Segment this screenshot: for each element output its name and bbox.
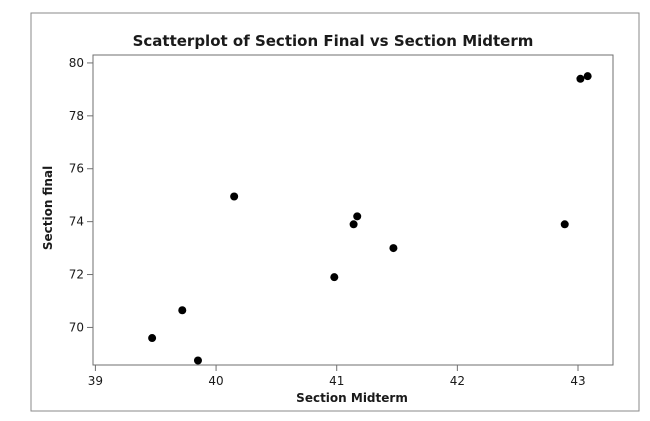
x-tick-label: 39 xyxy=(88,374,103,388)
data-point xyxy=(230,192,239,201)
data-point xyxy=(576,74,585,83)
data-point xyxy=(330,273,339,282)
data-point xyxy=(560,220,569,229)
x-tick-label: 41 xyxy=(329,374,344,388)
data-point xyxy=(389,244,398,253)
data-point xyxy=(583,72,592,81)
data-point xyxy=(178,306,187,315)
data-point xyxy=(349,220,358,229)
plot-frame xyxy=(92,54,614,366)
x-tick-label: 40 xyxy=(208,374,223,388)
data-point xyxy=(148,334,157,343)
y-tick-label: 78 xyxy=(69,109,84,123)
y-axis-ticks: 70 72 74 76 78 80 xyxy=(69,56,93,334)
y-tick-label: 80 xyxy=(69,56,84,70)
y-tick-label: 76 xyxy=(69,162,84,176)
x-tick-label: 43 xyxy=(570,374,585,388)
y-tick-label: 72 xyxy=(69,268,84,282)
data-point xyxy=(193,356,202,365)
y-tick-label: 74 xyxy=(69,215,84,229)
y-tick-label: 70 xyxy=(69,320,84,334)
plot-area: 39 40 41 42 43 70 72 74 76 78 80 xyxy=(69,54,614,388)
data-point xyxy=(353,212,362,221)
y-axis-label: Section final xyxy=(41,166,55,250)
x-tick-label: 42 xyxy=(450,374,465,388)
x-axis-label: Section Midterm xyxy=(296,391,408,405)
data-points xyxy=(148,72,592,365)
chart-title: Scatterplot of Section Final vs Section … xyxy=(133,32,534,50)
x-axis-ticks: 39 40 41 42 43 xyxy=(88,365,586,388)
